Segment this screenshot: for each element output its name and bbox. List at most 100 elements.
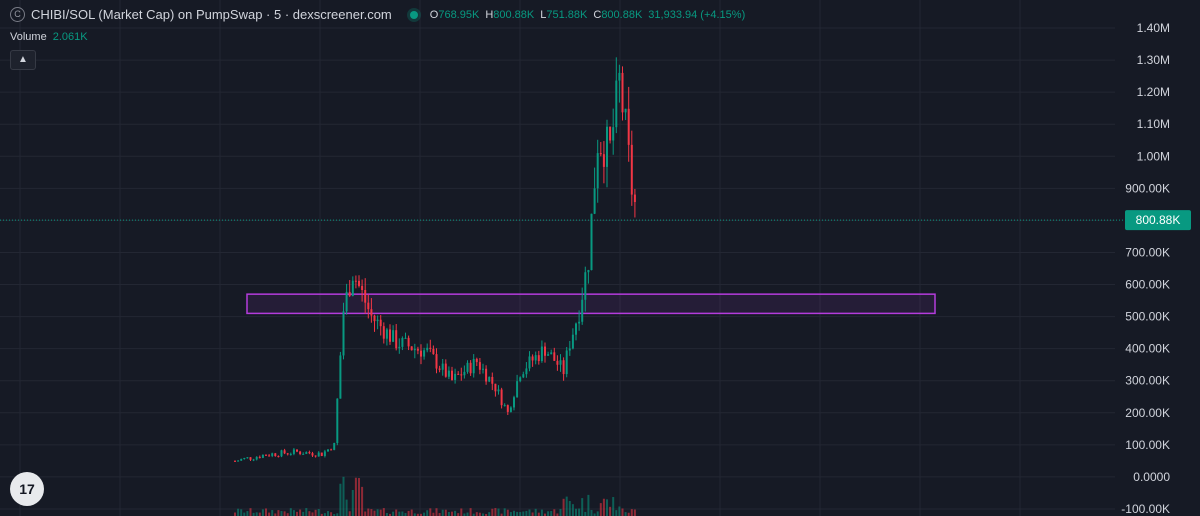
candle-body	[621, 72, 624, 113]
volume-bar	[491, 508, 494, 516]
candle-body	[330, 449, 333, 451]
candle-body	[395, 330, 398, 349]
candle-body	[615, 80, 618, 128]
volume-bar	[478, 512, 481, 516]
candle-body	[633, 194, 636, 203]
volume-bar	[385, 512, 388, 516]
candle-body	[534, 355, 537, 361]
candle-body	[485, 368, 488, 382]
candle-body	[265, 454, 267, 456]
volume-bar	[261, 509, 264, 516]
volume-bar	[416, 513, 419, 516]
volume-bar	[578, 508, 581, 516]
candle-body	[556, 360, 559, 365]
volume-label: Volume	[10, 31, 47, 43]
tradingview-logo-icon[interactable]: 17	[10, 472, 44, 506]
volume-bar	[559, 508, 562, 516]
volume-bar	[308, 511, 311, 516]
current-price-label: 800.88K	[1136, 213, 1181, 227]
candle-body	[525, 368, 528, 375]
volume-bar	[599, 503, 602, 516]
candle-body	[472, 358, 475, 374]
candle-body	[404, 337, 407, 339]
candle-body	[528, 356, 531, 369]
volume-bar	[630, 509, 633, 516]
candle-body	[531, 356, 534, 361]
open-value: 768.95K	[438, 8, 480, 21]
candle-body	[565, 350, 568, 375]
candle-body	[587, 270, 590, 273]
candle-body	[389, 329, 391, 342]
candle-body	[271, 453, 274, 456]
volume-bar	[358, 478, 360, 516]
candle-body	[323, 451, 326, 456]
candle-body	[460, 374, 463, 376]
candle-body	[494, 383, 497, 392]
ohlc-readout: O768.95K H800.88K L751.88K C800.88K 31,9…	[429, 8, 746, 21]
change-value: 31,933.94 (+4.15%)	[648, 8, 746, 21]
y-tick-label: 900.00K	[1125, 181, 1170, 195]
candle-body	[516, 381, 519, 398]
candle-body	[364, 290, 367, 303]
candle-body	[289, 453, 292, 455]
y-tick-label: 700.00K	[1125, 245, 1170, 259]
candle-body	[268, 455, 271, 457]
volume-bar	[395, 509, 398, 516]
volume-bar	[265, 508, 267, 516]
candle-body	[438, 368, 441, 370]
candle-body	[457, 373, 460, 375]
volume-bar	[528, 509, 531, 516]
candle-body	[475, 358, 478, 363]
volume-bar	[540, 509, 543, 516]
volume-bar	[370, 509, 373, 516]
volume-bar	[475, 512, 478, 516]
volume-bar	[271, 510, 274, 516]
volume-bar	[482, 513, 484, 516]
volume-bar	[488, 512, 491, 516]
volume-bar	[525, 510, 528, 516]
candle-body	[373, 315, 376, 322]
candle-body	[463, 371, 466, 376]
y-tick-label: 100.00K	[1125, 438, 1170, 452]
volume-bar	[522, 511, 525, 516]
candle-body	[351, 280, 354, 296]
volume-bar	[454, 510, 457, 516]
candle-body	[274, 453, 277, 457]
volume-bar	[311, 512, 314, 516]
candle-body	[497, 389, 500, 392]
volume-bar	[562, 498, 565, 516]
y-tick-label: 300.00K	[1125, 374, 1170, 388]
volume-bar	[606, 499, 608, 516]
volume-bar	[407, 510, 410, 516]
volume-bar	[618, 506, 621, 516]
low-value: 751.88K	[546, 8, 588, 21]
candle-body	[385, 329, 388, 339]
volume-bar	[444, 509, 447, 516]
candle-body	[398, 346, 401, 349]
candle-body	[559, 360, 562, 365]
candle-body	[426, 347, 429, 351]
y-tick-label: 400.00K	[1125, 342, 1170, 356]
candle-body	[305, 452, 308, 454]
candle-body	[624, 108, 627, 113]
y-tick-label: 500.00K	[1125, 310, 1170, 324]
y-tick-label: 200.00K	[1125, 406, 1170, 420]
volume-bar	[503, 508, 506, 516]
volume-bar	[314, 509, 317, 516]
support-zone-box	[246, 293, 936, 315]
coin-icon: C	[10, 7, 25, 22]
volume-bar	[624, 512, 627, 516]
volume-bar	[587, 494, 590, 516]
volume-bar	[240, 509, 243, 516]
close-value: 800.88K	[601, 8, 643, 21]
candle-body	[311, 453, 314, 456]
collapse-legend-button[interactable]: ▲	[10, 50, 36, 70]
candle-body	[234, 460, 236, 462]
volume-bar	[246, 511, 249, 516]
candle-body	[606, 126, 608, 167]
volume-bar	[342, 476, 345, 516]
candle-body	[593, 188, 596, 214]
volume-bar	[339, 483, 342, 516]
volume-bar	[252, 512, 255, 516]
